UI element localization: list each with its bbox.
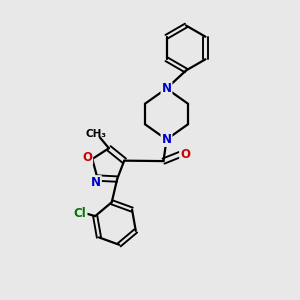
Text: N: N <box>161 133 172 146</box>
Text: N: N <box>91 176 101 189</box>
Text: N: N <box>161 82 172 95</box>
Text: Cl: Cl <box>74 207 87 220</box>
Text: O: O <box>180 148 190 161</box>
Text: CH₃: CH₃ <box>86 129 107 139</box>
Text: O: O <box>82 151 92 164</box>
